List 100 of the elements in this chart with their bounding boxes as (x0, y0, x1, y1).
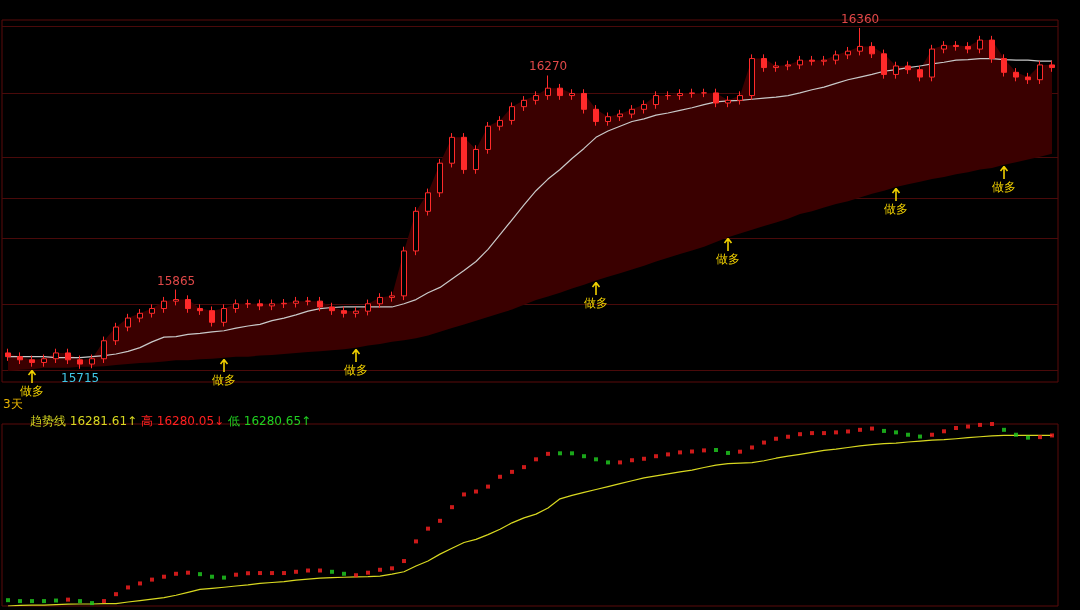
point (78, 599, 82, 604)
point (1002, 427, 1006, 432)
candlestick (689, 88, 695, 99)
annotation: 16280.05↓ (156, 414, 226, 428)
text: 高 (140, 414, 154, 428)
candlestick (65, 348, 71, 365)
annotation: 16281.61↑ (69, 414, 139, 428)
candlestick (497, 115, 503, 131)
candlestick (821, 55, 827, 66)
candlestick (701, 88, 707, 98)
candlestick (521, 95, 527, 112)
candlestick (137, 308, 143, 323)
candlestick (557, 83, 563, 101)
candlestick (425, 188, 431, 217)
text: 3天 (3, 397, 23, 411)
candlestick (257, 299, 263, 311)
candlestick (509, 101, 515, 126)
annotation: 16270 (529, 59, 568, 74)
candlestick (665, 90, 671, 101)
point (918, 434, 922, 439)
candlestick (185, 294, 191, 314)
candlestick (149, 303, 155, 319)
candlestick (353, 306, 359, 319)
candlestick (1025, 72, 1031, 85)
point (582, 454, 586, 459)
candlestick (773, 61, 779, 73)
candlestick (245, 299, 251, 309)
point (210, 574, 214, 579)
candlestick (929, 44, 935, 82)
candlestick (41, 354, 47, 368)
candlestick (629, 104, 635, 119)
candlestick (845, 46, 851, 60)
candlestick (725, 95, 731, 108)
candlestick (905, 61, 911, 75)
candlestick (173, 289, 179, 306)
point (714, 448, 718, 453)
candlestick (401, 246, 407, 301)
point (18, 599, 22, 604)
candlestick (785, 60, 791, 71)
candlestick (545, 74, 551, 101)
candlestick (1001, 53, 1007, 78)
candlestick (437, 158, 443, 198)
candlestick (737, 90, 743, 106)
point (894, 430, 898, 435)
point (6, 598, 10, 603)
candlestick (617, 109, 623, 122)
annotation: 15715 (61, 370, 100, 385)
candlestick (293, 296, 299, 308)
point (570, 451, 574, 456)
point (1014, 432, 1018, 437)
candlestick (641, 99, 647, 115)
candlestick (989, 35, 995, 64)
candlestick (857, 27, 863, 56)
candlestick (209, 305, 215, 328)
candlestick (533, 90, 539, 106)
annotation: 做多 (716, 252, 740, 267)
point (222, 575, 226, 580)
annotation: 做多 (20, 384, 44, 399)
candlestick (809, 55, 815, 66)
candlestick (977, 35, 983, 54)
candlestick (101, 336, 107, 364)
candlestick (749, 53, 755, 101)
candlestick (125, 313, 131, 332)
candlestick (1013, 67, 1019, 82)
candlestick (605, 111, 611, 127)
point (726, 450, 730, 455)
candlestick (377, 292, 383, 309)
point (90, 601, 94, 606)
candlestick (881, 49, 887, 80)
candlestick (833, 50, 839, 65)
candlestick (77, 355, 83, 370)
point (594, 457, 598, 462)
candlestick (677, 88, 683, 101)
point (558, 451, 562, 456)
candlestick (581, 88, 587, 115)
point (198, 572, 202, 577)
candlestick (917, 64, 923, 82)
candlestick (713, 88, 719, 108)
candlestick (365, 299, 371, 316)
point (906, 432, 910, 437)
candlestick (473, 144, 479, 175)
candlestick (413, 206, 419, 256)
candlestick (269, 299, 275, 311)
candlestick (1037, 60, 1043, 85)
candlestick (305, 296, 311, 306)
candlestick (17, 351, 23, 365)
candlestick (953, 40, 959, 52)
candlestick (485, 121, 491, 155)
candlestick (869, 41, 875, 59)
annotation: 15865 (157, 273, 196, 288)
candlestick (761, 53, 767, 73)
candlestick (5, 348, 11, 362)
annotation: 做多 (992, 179, 1016, 194)
annotation: 做多 (344, 362, 368, 377)
candlestick (89, 354, 95, 369)
annotation: 做多 (884, 201, 908, 216)
candlestick (29, 355, 35, 368)
point (42, 599, 46, 604)
candlestick (281, 298, 287, 309)
candlestick (449, 132, 455, 168)
